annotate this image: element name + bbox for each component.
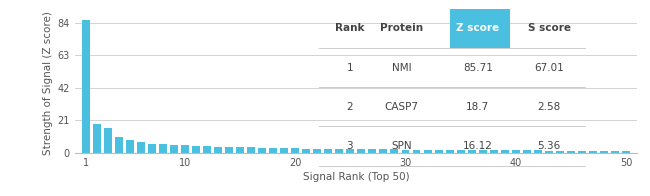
Bar [104,128,112,153]
Bar [82,20,90,153]
Bar [457,150,465,153]
Text: NMI: NMI [392,63,411,73]
Bar [512,150,520,153]
Text: 1: 1 [346,63,353,73]
Bar [291,148,299,153]
Text: 2: 2 [346,102,353,112]
Bar [148,144,156,153]
Bar [622,151,630,153]
Bar [313,149,321,153]
Bar [280,148,288,153]
Bar [534,151,541,153]
X-axis label: Signal Rank (Top 50): Signal Rank (Top 50) [302,172,410,182]
Text: 16.12: 16.12 [463,141,493,151]
Text: 85.71: 85.71 [463,63,493,73]
Bar [500,150,509,153]
Bar [258,148,266,153]
Text: CASP7: CASP7 [385,102,419,112]
Bar [545,151,552,153]
Bar [611,151,619,153]
Bar [380,149,387,153]
Bar [225,147,233,153]
Bar [413,150,421,153]
Bar [247,147,255,153]
Text: 67.01: 67.01 [534,63,564,73]
Bar [335,149,343,153]
Bar [424,150,432,153]
Bar [567,151,575,153]
Bar [203,146,211,153]
Bar [302,149,310,153]
Bar [589,151,597,153]
Bar [391,150,398,153]
Bar [600,151,608,153]
Bar [489,150,498,153]
Bar [126,140,134,153]
Text: 2.58: 2.58 [538,102,561,112]
Bar [446,150,454,153]
Bar [346,149,354,153]
Bar [435,150,443,153]
Text: S score: S score [528,23,571,34]
Bar [578,151,586,153]
Bar [478,150,487,153]
Bar [324,149,332,153]
Bar [369,149,376,153]
Bar [523,150,530,153]
Bar [236,147,244,153]
Bar [93,124,101,153]
Text: 3: 3 [346,141,353,151]
Bar [467,150,476,153]
Text: 5.36: 5.36 [538,141,561,151]
Bar [115,137,123,153]
Text: SPN: SPN [391,141,412,151]
Bar [181,145,189,153]
Bar [269,148,277,153]
Text: 18.7: 18.7 [466,102,489,112]
Text: Rank: Rank [335,23,365,34]
Bar [214,147,222,153]
Text: Z score: Z score [456,23,499,34]
Bar [402,150,410,153]
Bar [358,149,365,153]
Bar [159,144,167,153]
Bar [137,142,145,153]
Text: Protein: Protein [380,23,423,34]
Y-axis label: Strength of Signal (Z score): Strength of Signal (Z score) [44,11,53,155]
Bar [170,145,178,153]
Bar [192,146,200,153]
Bar [556,151,564,153]
